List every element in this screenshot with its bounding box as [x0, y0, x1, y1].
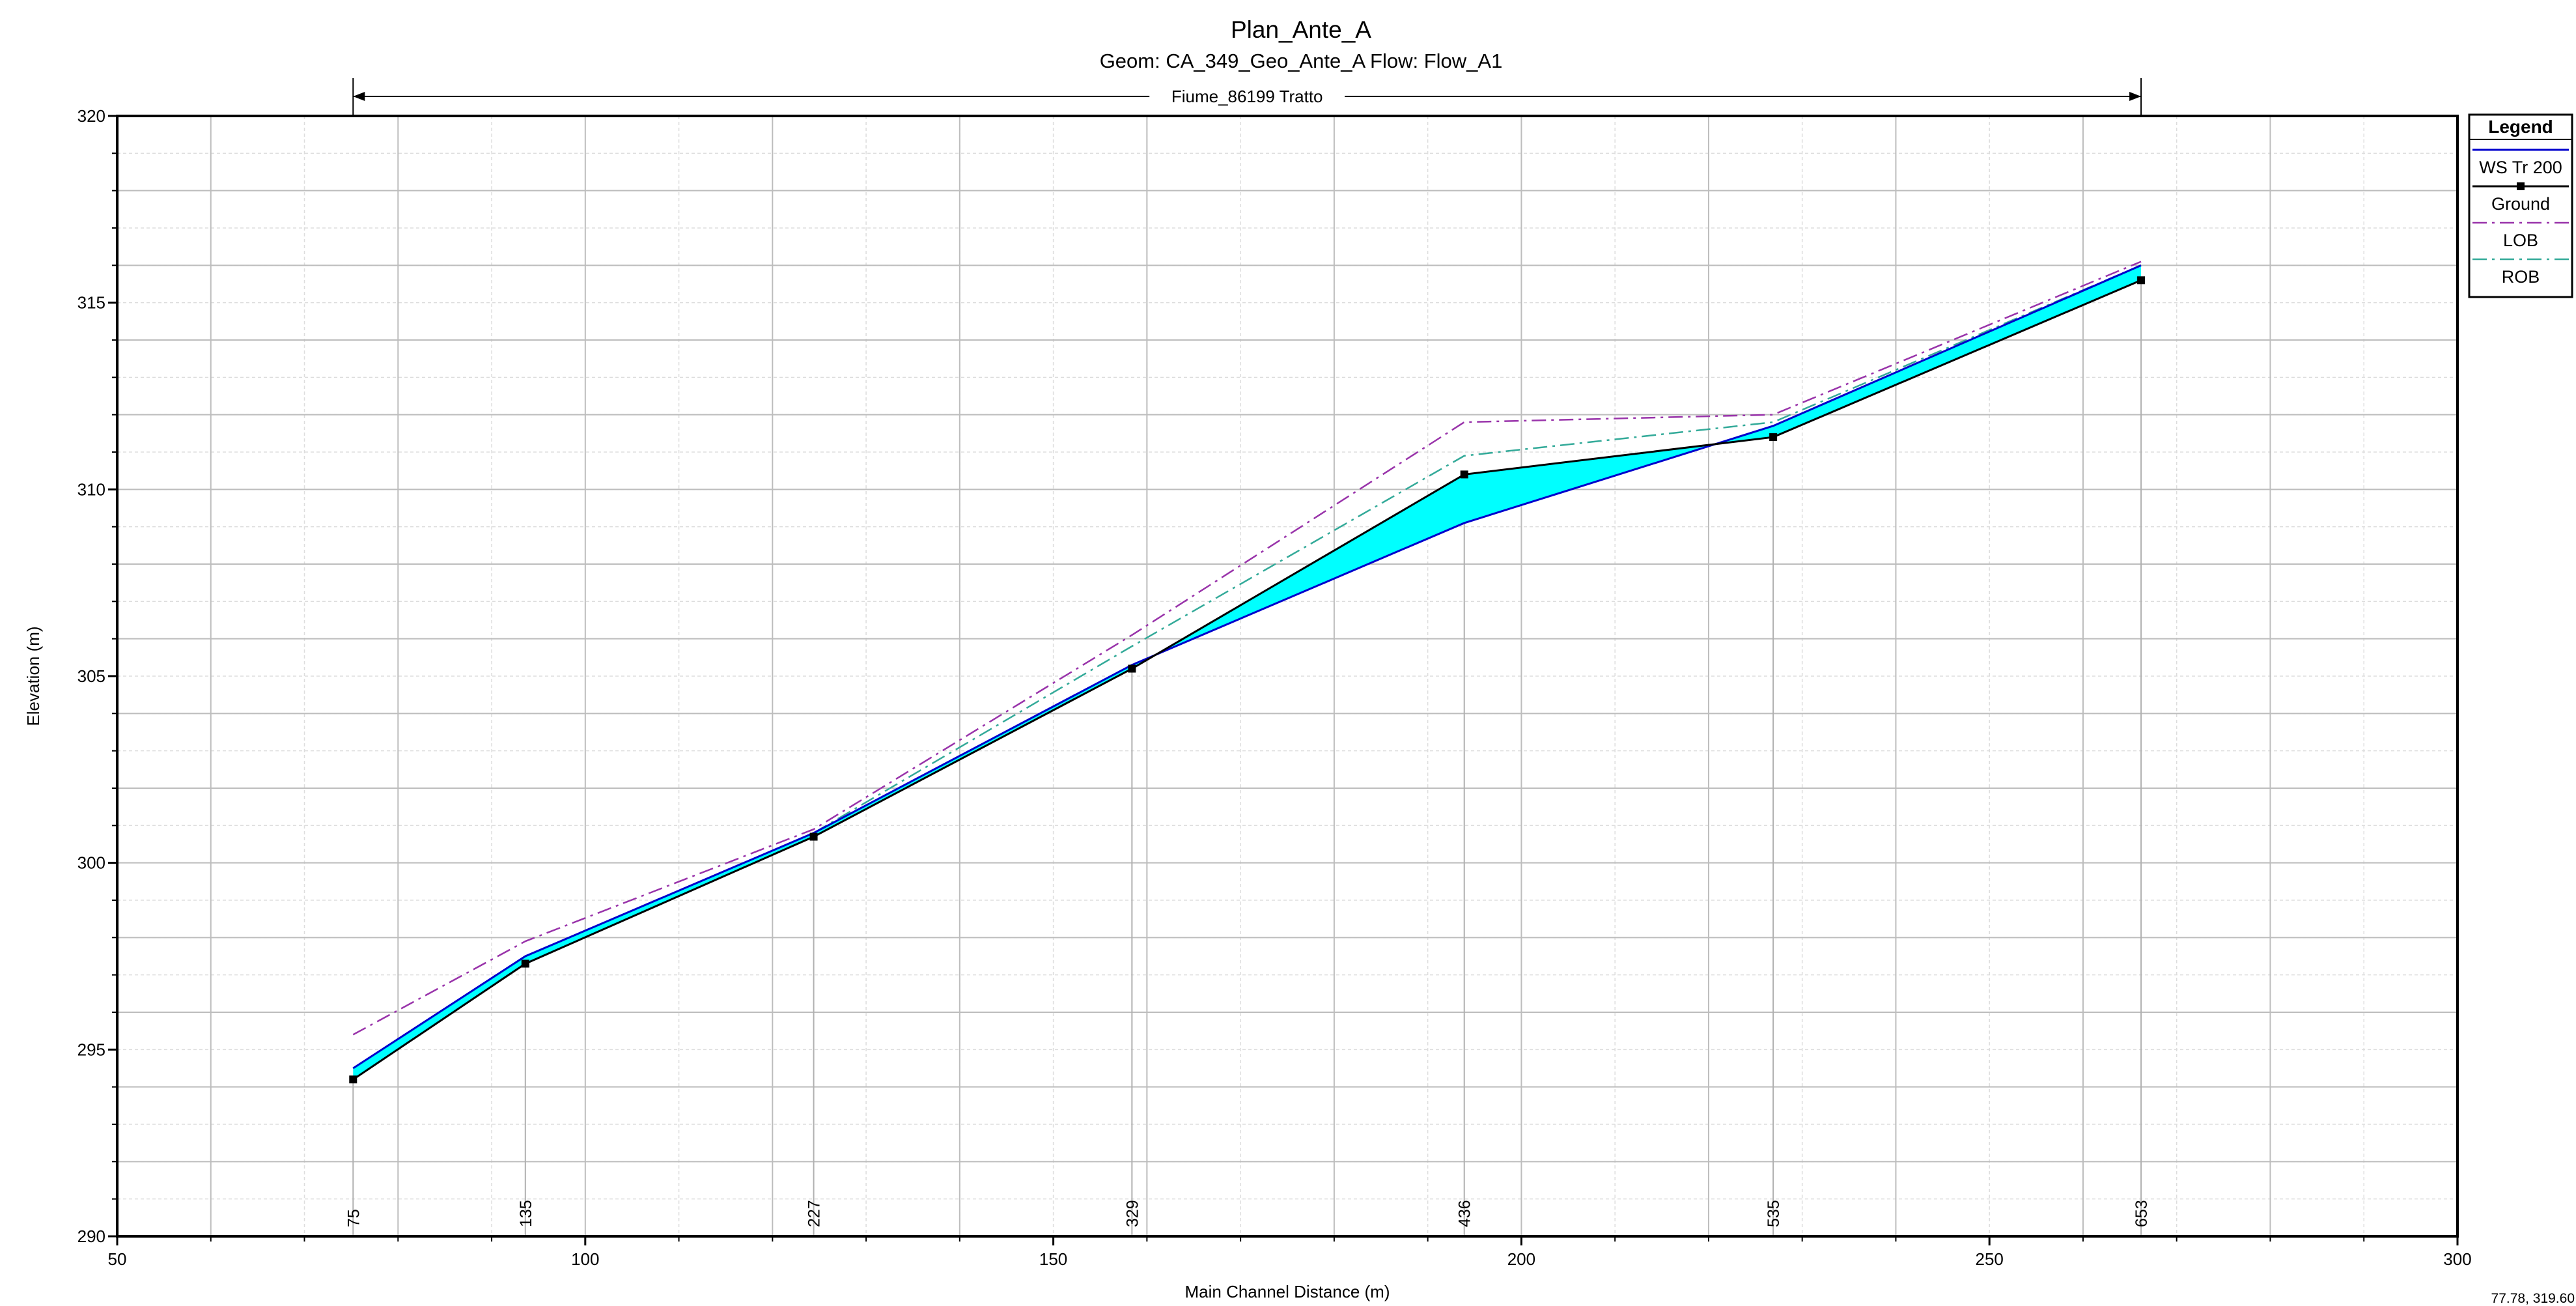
x-tick-label: 50	[108, 1249, 127, 1269]
station-label: 436	[1456, 1200, 1474, 1227]
y-axis-label: Elevation (m)	[23, 626, 43, 726]
ground-markers	[349, 276, 2146, 1084]
ground-point-marker	[809, 832, 818, 841]
station-label: 653	[2133, 1200, 2151, 1227]
ground-point-marker	[2137, 276, 2146, 285]
reach-arrow-right	[2129, 92, 2142, 101]
station-labels: 75 135 227 329 436 535 653	[344, 1200, 2151, 1227]
station-lines	[352, 280, 2142, 1236]
x-tick-label: 300	[2443, 1249, 2471, 1269]
y-tick-label: 315	[77, 293, 105, 313]
series-line-lob	[352, 261, 2142, 1036]
y-tick-label: 290	[77, 1227, 105, 1246]
reach-extent-bar: Fiume_86199 Tratto	[352, 78, 2142, 116]
x-axis-label: Main Channel Distance (m)	[1184, 1282, 1390, 1301]
y-tick-label: 310	[77, 479, 105, 499]
ground-point-marker	[1769, 433, 1778, 442]
x-tick-label: 100	[571, 1249, 599, 1269]
chart-title: Plan_Ante_A	[1231, 16, 1371, 43]
legend-label: Ground	[2491, 194, 2550, 214]
water-surface-fill	[353, 265, 2142, 1080]
y-tick-label: 300	[77, 853, 105, 873]
ground-point-marker	[1460, 470, 1468, 479]
legend-label: LOB	[2503, 231, 2538, 250]
legend-label: WS Tr 200	[2479, 158, 2562, 177]
axis-ticks: 50 100 150 200 250 300 290 295 300 305 310 315 320	[77, 106, 2472, 1269]
ground-point-marker	[521, 959, 529, 968]
reach-arrow-left	[353, 92, 365, 101]
legend: Legend WS Tr 200 Ground LOB ROB	[2468, 113, 2573, 298]
legend-label: ROB	[2502, 267, 2540, 287]
cursor-coordinate-readout: 77.78, 319.60	[2491, 1291, 2575, 1306]
reach-label: Fiume_86199 Tratto	[1171, 87, 1323, 106]
station-label: 135	[517, 1200, 535, 1227]
legend-marker	[2517, 182, 2525, 190]
water-fill	[353, 265, 2142, 1080]
station-label: 75	[344, 1209, 363, 1227]
legend-box	[2468, 113, 2573, 298]
ground-point-marker	[349, 1075, 357, 1084]
x-tick-label: 250	[1976, 1249, 2004, 1269]
x-tick-label: 150	[1039, 1249, 1067, 1269]
legend-title: Legend	[2488, 117, 2553, 137]
y-tick-label: 320	[77, 106, 105, 126]
x-tick-label: 200	[1507, 1249, 1535, 1269]
station-label: 329	[1123, 1200, 1141, 1227]
chart-subtitle: Geom: CA_349_Geo_Ante_A Flow: Flow_A1	[1100, 50, 1503, 72]
station-label: 227	[805, 1200, 824, 1227]
legend-items: WS Tr 200 Ground LOB ROB	[2472, 149, 2569, 287]
station-label: 535	[1765, 1200, 1783, 1227]
ground-point-marker	[1128, 664, 1136, 673]
y-tick-label: 305	[77, 666, 105, 686]
y-tick-label: 295	[77, 1040, 105, 1059]
